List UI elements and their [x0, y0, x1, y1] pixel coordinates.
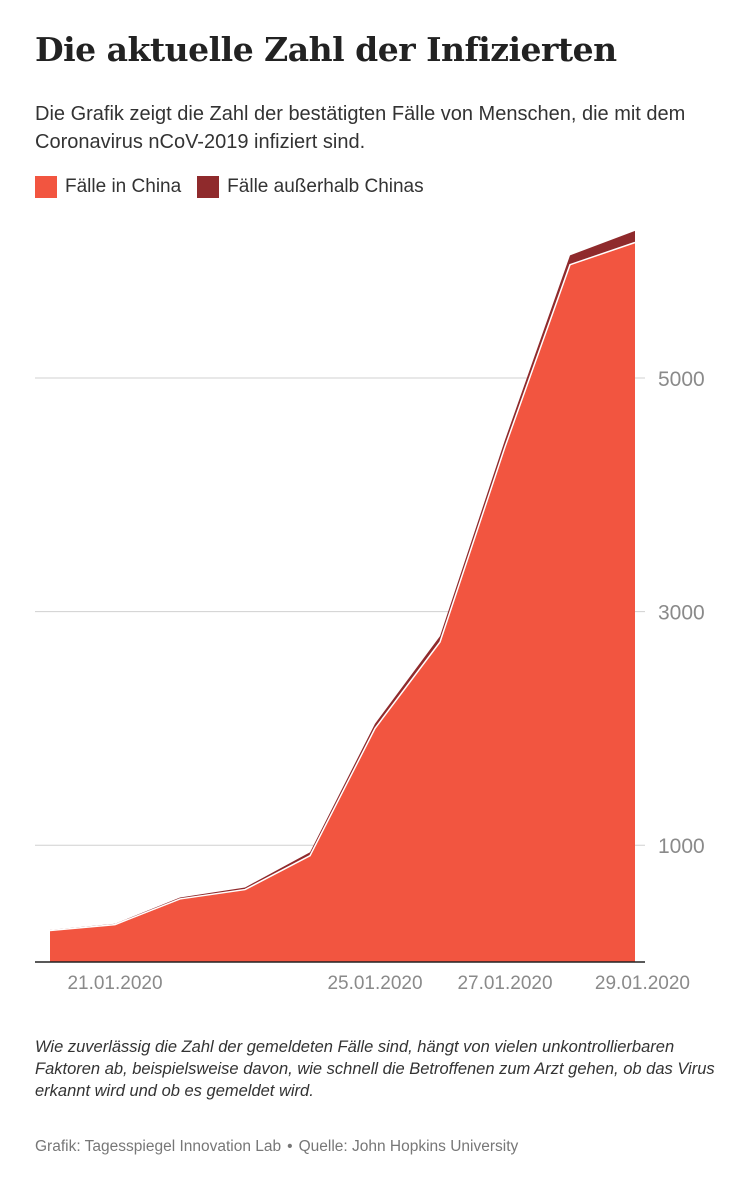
legend-item-china: Fälle in China [35, 176, 181, 198]
x-tick-label-29.01.2020: 29.01.2020 [595, 973, 690, 994]
chart-subtitle: Die Grafik zeigt die Zahl der bestätigte… [35, 103, 686, 153]
series-boundary-line [49, 241, 636, 932]
legend-label-china: Fälle in China [65, 176, 182, 197]
legend-label-outside: Fälle außerhalb Chinas [227, 176, 424, 197]
x-tick-label-21.01.2020: 21.01.2020 [67, 973, 162, 994]
legend-item-outside: Fälle außerhalb Chinas [197, 176, 424, 198]
y-tick-label-3000: 3000 [658, 602, 705, 625]
legend: Fälle in China Fälle außerhalb Chinas [35, 176, 440, 198]
x-tick-label-25.01.2020: 25.01.2020 [327, 973, 422, 994]
credit-text: Grafik: Tagesspiegel Innovation Lab [35, 1138, 282, 1155]
x-tick-label-27.01.2020: 27.01.2020 [457, 973, 552, 994]
y-tick-label-1000: 1000 [658, 835, 705, 858]
legend-swatch-outside [197, 176, 220, 198]
y-tick-label-5000: 5000 [658, 368, 705, 391]
chart-title: Die aktuelle Zahl der Infizierten [35, 30, 617, 69]
source-separator: • [287, 1138, 293, 1155]
source-line: Grafik: Tagesspiegel Innovation Lab • Quel… [35, 1138, 518, 1156]
series-area-china [50, 242, 635, 963]
area-chart: 1000 3000 5000 21.01.2020 25.01.2020 27.01.20… [35, 230, 705, 994]
legend-swatch-china [35, 176, 57, 198]
footnote: Wie zuverlässig die Zahl der gemeldeten … [35, 1038, 715, 1100]
source-text: Quelle: John Hopkins University [298, 1138, 519, 1155]
